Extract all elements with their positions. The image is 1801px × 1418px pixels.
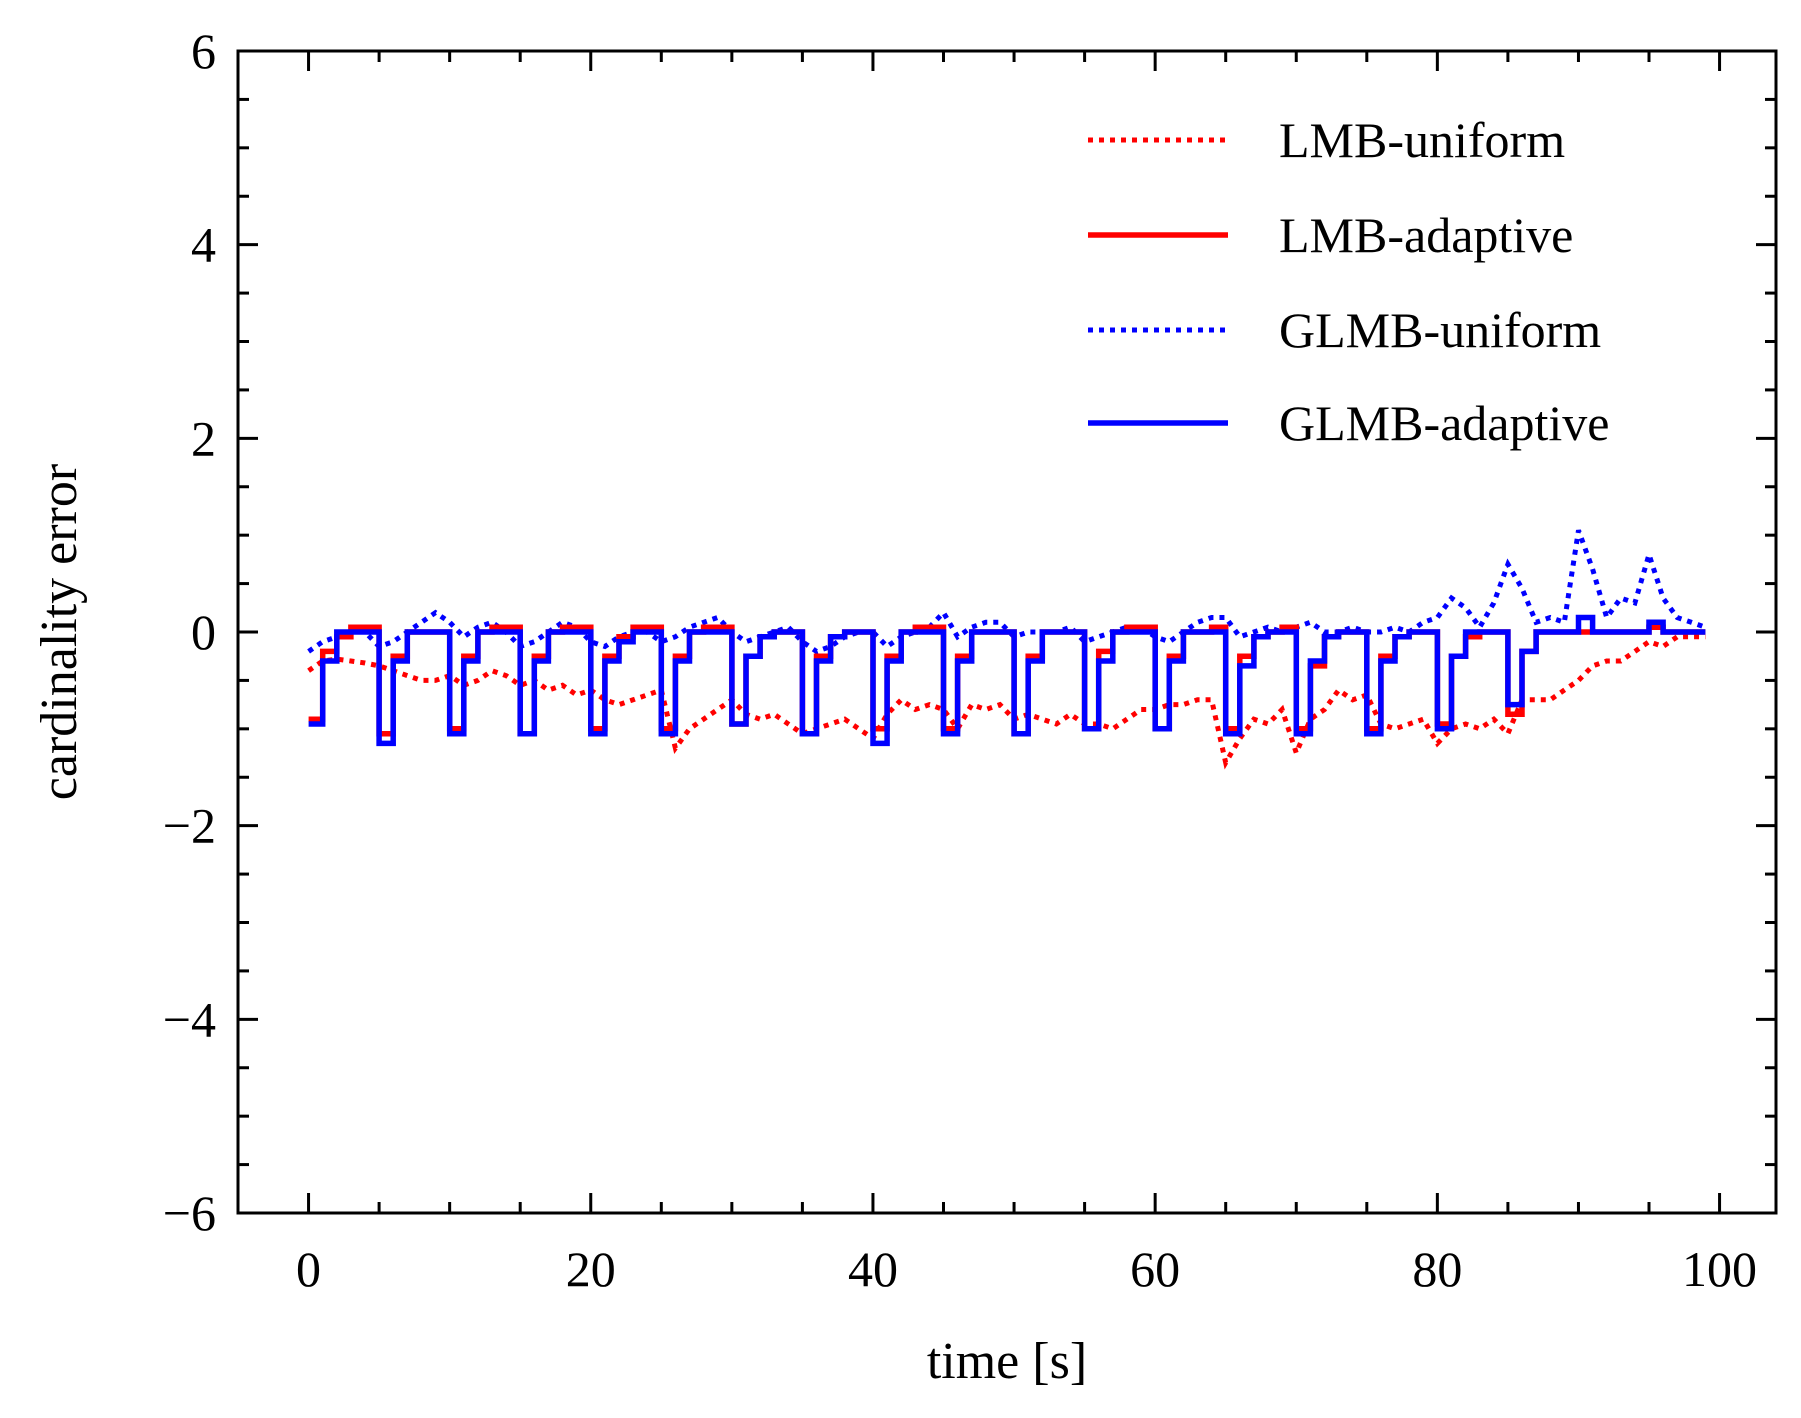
plot-frame — [236, 49, 1778, 1215]
x-axis-label: time [s] — [927, 1333, 1087, 1390]
legend-label-glmb-adaptive: GLMB-adaptive — [1279, 395, 1609, 451]
series-line-lmb-uniform — [307, 634, 1706, 770]
x-tick-label: 60 — [1130, 1241, 1180, 1297]
series-line-glmb-uniform — [307, 529, 1707, 655]
legend: LMB-uniform LMB-adaptive GLMB-uniform GLMB-… — [1088, 112, 1609, 451]
x-tick-label: 80 — [1412, 1241, 1462, 1297]
x-tick-label: 20 — [566, 1241, 616, 1297]
y-tick-label: −4 — [163, 991, 216, 1047]
y-tick-label: 2 — [191, 410, 216, 466]
legend-label-lmb-adaptive: LMB-adaptive — [1279, 207, 1573, 263]
legend-label-lmb-uniform: LMB-uniform — [1279, 112, 1565, 168]
x-tick-label: 40 — [848, 1241, 898, 1297]
series-layer — [307, 529, 1707, 770]
y-tick-label: −6 — [163, 1185, 216, 1241]
legend-label-glmb-uniform: GLMB-uniform — [1279, 302, 1601, 358]
x-tick-label: 100 — [1682, 1241, 1757, 1297]
y-tick-label: 4 — [191, 217, 216, 273]
y-tick-label: 6 — [191, 23, 216, 79]
tick-labels-layer: 0 20 40 60 80 100 −6 −4 −2 0 2 4 6 — [163, 23, 1757, 1297]
ticks-layer — [236, 49, 1776, 1215]
y-tick-label: −2 — [163, 798, 216, 854]
y-axis-label: cardinality error — [31, 464, 88, 800]
series-line-glmb-adaptive — [308, 614, 1706, 747]
y-tick-label: 0 — [191, 604, 216, 660]
x-tick-label: 0 — [296, 1241, 321, 1297]
